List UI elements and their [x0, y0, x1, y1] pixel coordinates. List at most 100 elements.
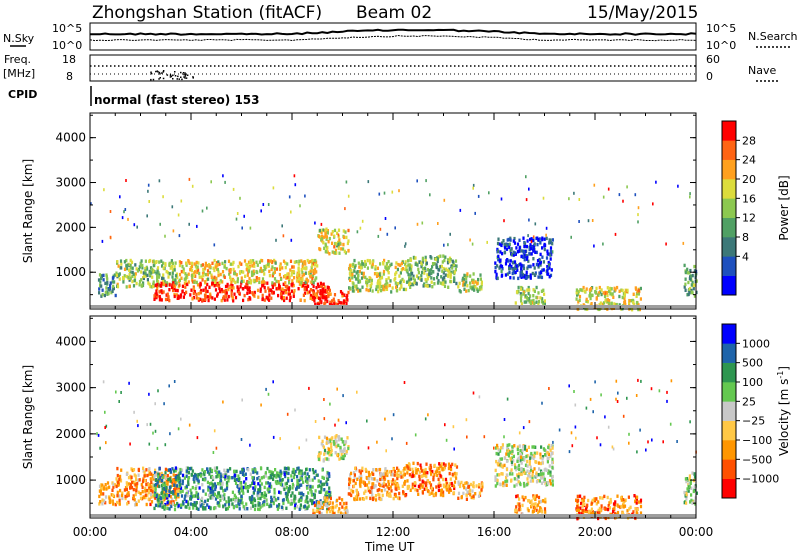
range-gate-cell: [366, 483, 368, 486]
range-gate-cell: [511, 468, 513, 471]
colorbar-segment: [722, 459, 736, 479]
range-gate-cell: [604, 295, 606, 298]
freq-dip-dot: [155, 71, 157, 73]
range-gate-cell: [670, 423, 672, 426]
range-gate-cell: [587, 499, 589, 502]
range-gate-cell: [515, 246, 517, 249]
range-gate-cell: [520, 294, 522, 297]
range-gate-cell: [136, 420, 138, 423]
range-gate-cell: [514, 251, 516, 254]
range-gate-cell: [486, 241, 488, 244]
range-gate-cell: [347, 249, 349, 252]
range-gate-cell: [466, 491, 468, 494]
range-gate-cell: [306, 278, 308, 281]
range-gate-cell: [183, 270, 185, 273]
range-gate-cell: [394, 273, 396, 276]
range-gate-cell: [352, 289, 354, 292]
range-gate-cell: [264, 290, 266, 293]
range-gate-cell: [116, 274, 118, 277]
range-gate-cell: [439, 474, 441, 477]
range-gate-cell: [466, 481, 468, 484]
range-gate-cell: [431, 492, 433, 495]
range-gate-cell: [517, 243, 519, 246]
colorbar-tick-label: −1000: [742, 473, 779, 486]
colorbar-label: Velocity [m s-1]: [776, 366, 791, 456]
range-gate-cell: [133, 273, 135, 276]
range-gate-cell: [290, 211, 292, 214]
range-gate-cell: [120, 259, 122, 262]
range-gate-cell: [505, 262, 507, 265]
range-gate-cell: [249, 266, 251, 269]
range-gate-cell: [444, 285, 446, 288]
range-gate-cell: [391, 473, 393, 476]
range-gate-cell: [510, 259, 512, 262]
range-gate-cell: [231, 476, 233, 479]
freq-dip-dot: [167, 74, 169, 76]
range-gate-cell: [403, 288, 405, 291]
range-gate-cell: [282, 478, 284, 481]
range-gate-cell: [126, 502, 128, 505]
range-gate-cell: [181, 200, 183, 203]
range-gate-cell: [211, 262, 213, 265]
range-gate-cell: [369, 259, 371, 262]
range-gate-cell: [325, 492, 327, 495]
range-gate-cell: [359, 270, 361, 273]
range-gate-cell: [254, 508, 256, 511]
range-gate-cell: [318, 436, 320, 439]
range-gate-cell: [334, 251, 336, 254]
range-gate-cell: [578, 509, 580, 512]
range-gate-cell: [193, 292, 195, 295]
range-gate-cell: [158, 260, 160, 263]
range-gate-cell: [425, 482, 427, 485]
range-gate-cell: [346, 296, 348, 299]
range-gate-cell: [279, 268, 281, 271]
range-gate-cell: [392, 286, 394, 289]
range-gate-cell: [226, 481, 228, 484]
range-gate-cell: [530, 466, 532, 469]
range-gate-cell: [157, 389, 159, 392]
range-gate-cell: [239, 491, 241, 494]
range-gate-cell: [448, 491, 450, 494]
range-gate-cell: [263, 475, 265, 478]
range-gate-cell: [505, 259, 507, 262]
range-gate-cell: [338, 497, 340, 500]
range-gate-cell: [287, 472, 289, 475]
range-gate-cell: [510, 479, 512, 482]
range-gate-cell: [222, 505, 224, 508]
range-gate-cell: [540, 253, 542, 256]
range-gate-cell: [368, 481, 370, 484]
range-gate-cell: [416, 179, 418, 182]
range-gate-cell: [537, 238, 539, 241]
range-gate-cell: [199, 283, 201, 286]
range-gate-cell: [688, 291, 690, 294]
range-gate-cell: [443, 244, 445, 247]
range-gate-cell: [535, 461, 537, 464]
colorbar-segment: [722, 140, 736, 160]
range-gate-cell: [182, 474, 184, 477]
range-gate-cell: [100, 277, 102, 280]
range-gate-cell: [303, 294, 305, 297]
range-gate-cell: [685, 271, 687, 274]
range-gate-cell: [466, 418, 468, 421]
range-gate-cell: [459, 485, 461, 488]
range-gate-cell: [334, 293, 336, 296]
range-gate-cell: [526, 245, 528, 248]
range-gate-cell: [533, 445, 535, 448]
range-gate-cell: [544, 453, 546, 456]
range-gate-cell: [685, 278, 687, 281]
range-gate-cell: [518, 497, 520, 500]
range-gate-cell: [338, 234, 340, 237]
range-gate-cell: [335, 242, 337, 245]
range-gate-cell: [296, 475, 298, 478]
range-gate-cell: [153, 294, 155, 297]
range-gate-cell: [524, 242, 526, 245]
range-gate-cell: [338, 437, 340, 440]
range-gate-cell: [145, 468, 147, 471]
range-gate-cell: [241, 501, 243, 504]
range-gate-cell: [624, 294, 626, 297]
range-gate-cell: [619, 290, 621, 293]
range-gate-cell: [228, 500, 230, 503]
freq-dip-dot: [180, 72, 182, 74]
range-gate-cell: [359, 497, 361, 500]
range-gate-cell: [157, 266, 159, 269]
